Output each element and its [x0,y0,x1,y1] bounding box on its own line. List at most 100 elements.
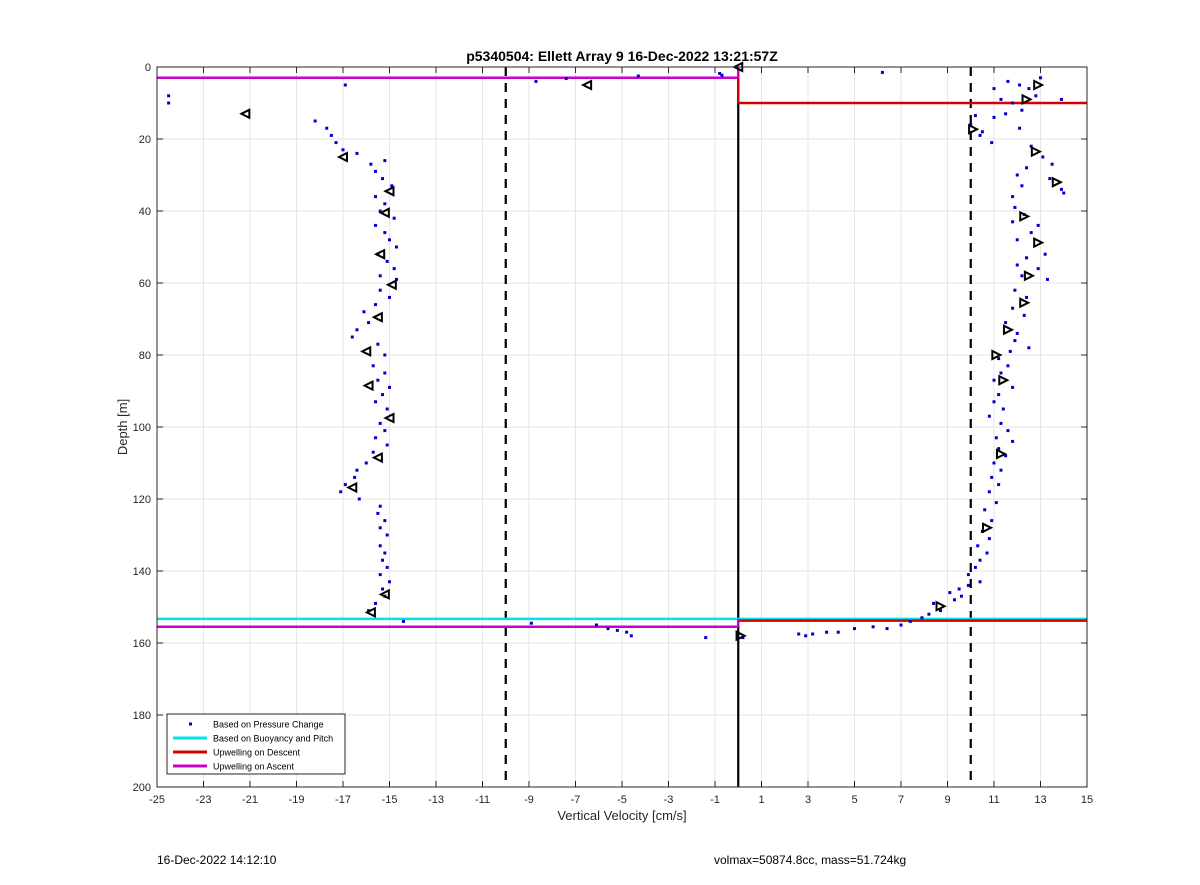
y-tick-label: 140 [133,566,151,578]
legend-swatch-point [189,722,192,726]
descent-marker [968,123,980,135]
pressure-point [378,209,382,213]
legend-label: Upwelling on Ascent [213,762,295,772]
pressure-point [999,371,1003,375]
pressure-point [376,511,380,515]
pressure-point [392,216,396,220]
pressure-point [355,328,359,332]
pressure-point [1013,288,1017,292]
legend-label: Based on Pressure Change [213,720,324,730]
x-tick-label: 9 [944,794,950,806]
pressure-point [990,141,994,145]
pressure-point [1013,205,1017,209]
x-tick-label: 11 [988,794,999,806]
pressure-point [959,594,963,598]
pressure-point [1011,220,1015,224]
pressure-point [1013,339,1017,343]
x-tick-label: -25 [149,794,165,806]
pressure-point [1036,223,1040,227]
pressure-point [811,632,815,636]
pressure-point [990,475,994,479]
descent-marker [1002,324,1015,336]
pressure-point [378,274,382,278]
ascent-marker [336,151,348,163]
ascent-marker [360,345,372,358]
legend-box [166,713,346,775]
pressure-point [704,636,708,640]
pressure-point [797,632,801,636]
y-tick-label: 80 [139,350,151,362]
legend-label: Based on Buoyancy and Pitch [213,734,333,744]
pressure-point [1015,263,1019,267]
ascent-marker [373,248,386,260]
pressure-point [350,335,354,339]
pressure-point [343,483,347,487]
pressure-point [383,371,387,375]
pressure-point [1006,79,1010,83]
pressure-point [932,601,936,605]
pressure-point [606,627,610,631]
pressure-point [980,130,984,134]
descent-marker [1033,237,1045,249]
pressure-point [325,126,329,130]
pressure-point [376,378,380,382]
x-tick-label: -5 [617,794,627,806]
pressure-point [385,565,389,569]
pressure-point [615,628,619,632]
pressure-point [381,393,385,397]
legend: Based on Pressure Change Based on Buoyanc… [166,713,346,775]
x-tick-label: -3 [664,794,674,806]
y-tick-label: 120 [133,494,151,506]
y-axis-label: Depth [m] [115,399,130,455]
x-tick-label: -21 [242,794,258,806]
pressure-point [1011,195,1015,199]
pressure-point [969,123,973,127]
pressure-point [594,623,598,627]
legend-label: Upwelling on Descent [213,748,301,758]
pressure-point [987,537,991,541]
ascent-marker [364,606,376,619]
pressure-point [381,558,385,562]
descent-marker [1019,297,1031,309]
pressure-point [636,74,640,78]
pressure-point [1011,385,1015,389]
pressure-point [343,83,347,87]
pressure-point [908,619,912,623]
x-tick-label: -7 [571,794,581,806]
pressure-point [1006,429,1010,433]
pressure-point [1048,177,1052,181]
pressure-point [992,378,996,382]
pressure-point [381,587,385,591]
pressure-point [355,468,359,472]
pressure-point [383,159,387,163]
pressure-point [341,148,345,152]
pressure-point [329,133,333,137]
pressure-point [1015,173,1019,177]
x-tick-label: -17 [335,794,351,806]
x-tick-label: 7 [898,794,904,806]
pressure-point [1050,162,1054,166]
pressure-point [978,580,982,584]
pressure-point [1020,274,1024,278]
pressure-point [1018,83,1022,87]
pressure-point [948,591,952,595]
pressure-point [371,364,375,368]
pressure-point [388,238,391,242]
pressure-point [374,223,378,227]
x-tick-label: 1 [758,794,764,806]
descent-marker [735,630,747,642]
pressure-point [378,504,382,508]
pressure-point [394,245,398,249]
pressure-point [992,400,996,404]
pressure-point [994,436,998,440]
upwelling-lines [157,67,1087,629]
y-tick-label: 60 [139,278,151,290]
y-tick-label: 40 [139,206,151,218]
pressure-point [383,429,387,433]
pressure-point [987,414,991,418]
descent-marker [995,448,1008,460]
x-tick-label: -11 [475,794,490,806]
pressure-point [367,321,371,325]
pressure-point [1036,267,1040,271]
pressure-point [629,634,633,638]
